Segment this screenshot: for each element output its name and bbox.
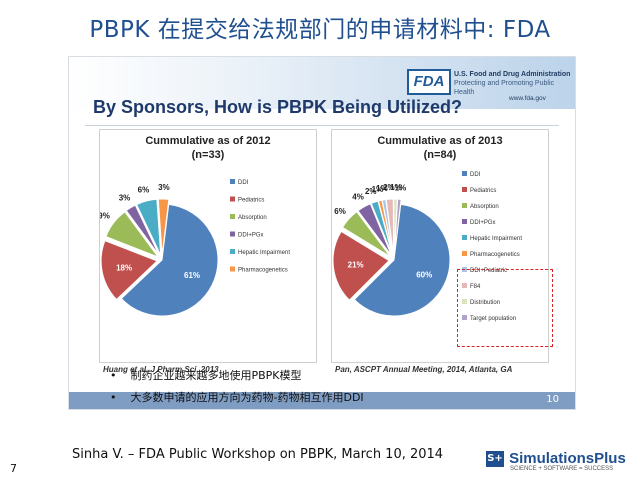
fda-org: U.S. Food and Drug Administration Protec…	[454, 70, 575, 97]
legend-label-distribution: Distribution	[470, 300, 500, 306]
legend-swatch-ddi-pgx	[230, 231, 235, 237]
pie-label-ddi: 60%	[416, 271, 432, 280]
legend-swatch-pharmacogenetics	[462, 251, 467, 256]
legend-swatch-distribution	[462, 299, 467, 304]
legend-swatch-absorption	[230, 214, 235, 219]
fda-slide-number-bar: 10	[69, 392, 575, 409]
pie-label-pediatrics: 21%	[348, 261, 364, 270]
bullet-text: 制药企业越来越多地使用PBPK模型	[130, 369, 302, 382]
legend-label-f84: F84	[470, 284, 481, 290]
chart-subtitle-2012: (n=33)	[191, 149, 225, 161]
pie-slice-absorption	[105, 211, 160, 259]
pie-label-absorption: 9%	[100, 212, 110, 221]
pie-label-absorption: 6%	[334, 207, 346, 216]
pie-label-distribution: 1%	[390, 183, 402, 192]
legend-label-absorption: Absorption	[238, 215, 267, 221]
fda-url: www.fda.gov	[509, 95, 546, 102]
legend-label-pediatrics: Pediatrics	[238, 198, 264, 204]
pie-label-ddi: 61%	[184, 271, 200, 280]
legend-label-hepatic-impairment: Hepatic Impairment	[470, 236, 522, 242]
simulations-plus-logo: S+ SimulationsPlus SCIENCE + SOFTWARE = …	[486, 448, 626, 472]
legend-swatch-pediatrics	[230, 196, 235, 202]
legend-swatch-target-population	[462, 315, 467, 320]
legend-swatch-pediatrics	[462, 187, 467, 192]
chart-panel-2012: Cummulative as of 2012 (n=33) 61% 18% 9% 3%…	[99, 129, 317, 363]
pie-slice-ddi-pgx	[357, 203, 393, 256]
legend-label-ddi-pgx: DDI+PGx	[238, 233, 264, 239]
legend-swatch-ddi-pgx	[462, 219, 467, 224]
bullet-item: • 大多数申请的应用方向为药物-药物相互作用DDI	[110, 389, 364, 407]
fda-slide-number: 10	[546, 394, 559, 405]
fda-slide-image: FDA U.S. Food and Drug Administration Pr…	[68, 56, 576, 410]
fda-header: FDA U.S. Food and Drug Administration Pr…	[69, 57, 575, 109]
legend-swatch-hepatic-impairment	[230, 249, 235, 254]
chart-title-text-2012: Cummulative as of 2012	[145, 135, 271, 147]
legend-swatch-absorption	[462, 203, 467, 208]
citation-2012: Huang et al, J Pharm Sci, 2013	[103, 365, 219, 374]
citation-2013: Pan, ASCPT Annual Meeting, 2014, Atlanta…	[335, 365, 513, 374]
pie-label-f84: 2%	[383, 183, 395, 192]
pie-slice-target-population	[393, 198, 402, 256]
legend-label-pharmacogenetics: Pharmacogenetics	[470, 252, 520, 258]
sp-logo-name: SimulationsPlus	[509, 450, 626, 467]
pie-slice-absorption	[341, 211, 391, 258]
chart-subtitle-2013: (n=84)	[423, 149, 457, 161]
heading-divider	[85, 125, 559, 126]
pie-label-pharmacogenetics: 1%	[372, 185, 384, 194]
bullet-text: 大多数申请的应用方向为药物-药物相互作用DDI	[130, 391, 364, 404]
legend-label-ddi: DDI	[470, 172, 481, 178]
legend-label-pediatrics: Pediatrics	[470, 188, 496, 194]
legend-swatch-ddi	[462, 171, 467, 176]
sp-logo-mark: S+	[486, 450, 504, 467]
slide-title: PBPK 在提交给法规部门的申请材料中: FDA	[89, 17, 551, 43]
pie-slice-ddi-pgx	[125, 204, 160, 257]
highlight-box	[457, 269, 553, 347]
legend-label-ddi-pgx: DDI+PGx	[470, 220, 496, 226]
legend-label-hepatic-impairment: Hepatic Impairment	[238, 250, 290, 256]
bullet-glyph: •	[110, 369, 117, 382]
pie-slice-hepatic-impairment	[135, 198, 162, 256]
pie-slice-pediatrics	[332, 230, 390, 301]
fda-org-tagline: Protecting and Promoting Public Health	[454, 80, 554, 96]
pie-label-ddi-pgx: 4%	[352, 192, 364, 201]
chart-title-2012: Cummulative as of 2012 (n=33)	[100, 134, 316, 162]
chart-title-2013: Cummulative as of 2013 (n=84)	[332, 134, 548, 162]
pie-slice-pediatrics	[100, 239, 159, 301]
pie-label-ddi-pediatric: 1%	[376, 184, 388, 193]
legend-label-pharmacogenetics: Pharmacogenetics	[238, 268, 288, 274]
fda-logo: FDA	[407, 69, 451, 95]
pie-label-hepatic-impairment: 6%	[138, 185, 150, 194]
chart-title-text-2013: Cummulative as of 2013	[377, 135, 503, 147]
pie-label-ddi-pgx: 3%	[119, 193, 131, 202]
legend-label-absorption: Absorption	[470, 204, 499, 210]
chart-heading: By Sponsors, How is PBPK Being Utilized?	[93, 97, 463, 117]
fda-org-name: U.S. Food and Drug Administration	[454, 71, 571, 78]
legend-swatch-f84	[462, 283, 467, 288]
legend-label-ddi: DDI	[238, 180, 249, 186]
pie-slice-ddi	[120, 203, 219, 317]
pie-slice-pharmacogenetics	[157, 198, 170, 256]
sp-logo-tagline: SCIENCE + SOFTWARE = SUCCESS	[510, 466, 614, 472]
pie-label-pediatrics: 18%	[116, 263, 132, 272]
page-number: 7	[10, 462, 17, 475]
footer-citation: Sinha V. – FDA Public Workshop on PBPK, …	[72, 447, 444, 462]
bullet-glyph: •	[110, 391, 117, 404]
legend-swatch-pharmacogenetics	[230, 266, 235, 272]
pie-chart-2012: 61% 18% 9% 3% 6% 3% DDI Pediatrics Absorption DDI…	[100, 179, 290, 317]
legend-swatch-ddi	[230, 179, 235, 184]
chart-panel-2013: Cummulative as of 2013 (n=84) 60% 21% 6% 4%…	[331, 129, 549, 363]
pie-label-hepatic-impairment: 2%	[365, 187, 377, 196]
legend-swatch-hepatic-impairment	[462, 235, 467, 240]
pie-label-pharmacogenetics: 3%	[158, 183, 170, 192]
legend-label-ddi-pediatric: DDI+Pediatric	[470, 268, 507, 274]
pie-slice-ddi	[353, 203, 451, 317]
legend-label-target-population: Target population	[470, 316, 516, 322]
bullet-list: • 制药企业越来越多地使用PBPK模型 • 大多数申请的应用方向为药物-药物相互…	[110, 367, 364, 407]
pie-label-target-population: 1%	[395, 183, 407, 192]
pie-chart-2013: 60%21%6%4%2%1%1%2%1%1%DDIPediatricsAbsor…	[332, 171, 522, 322]
bullet-item: • 制药企业越来越多地使用PBPK模型	[110, 367, 364, 385]
